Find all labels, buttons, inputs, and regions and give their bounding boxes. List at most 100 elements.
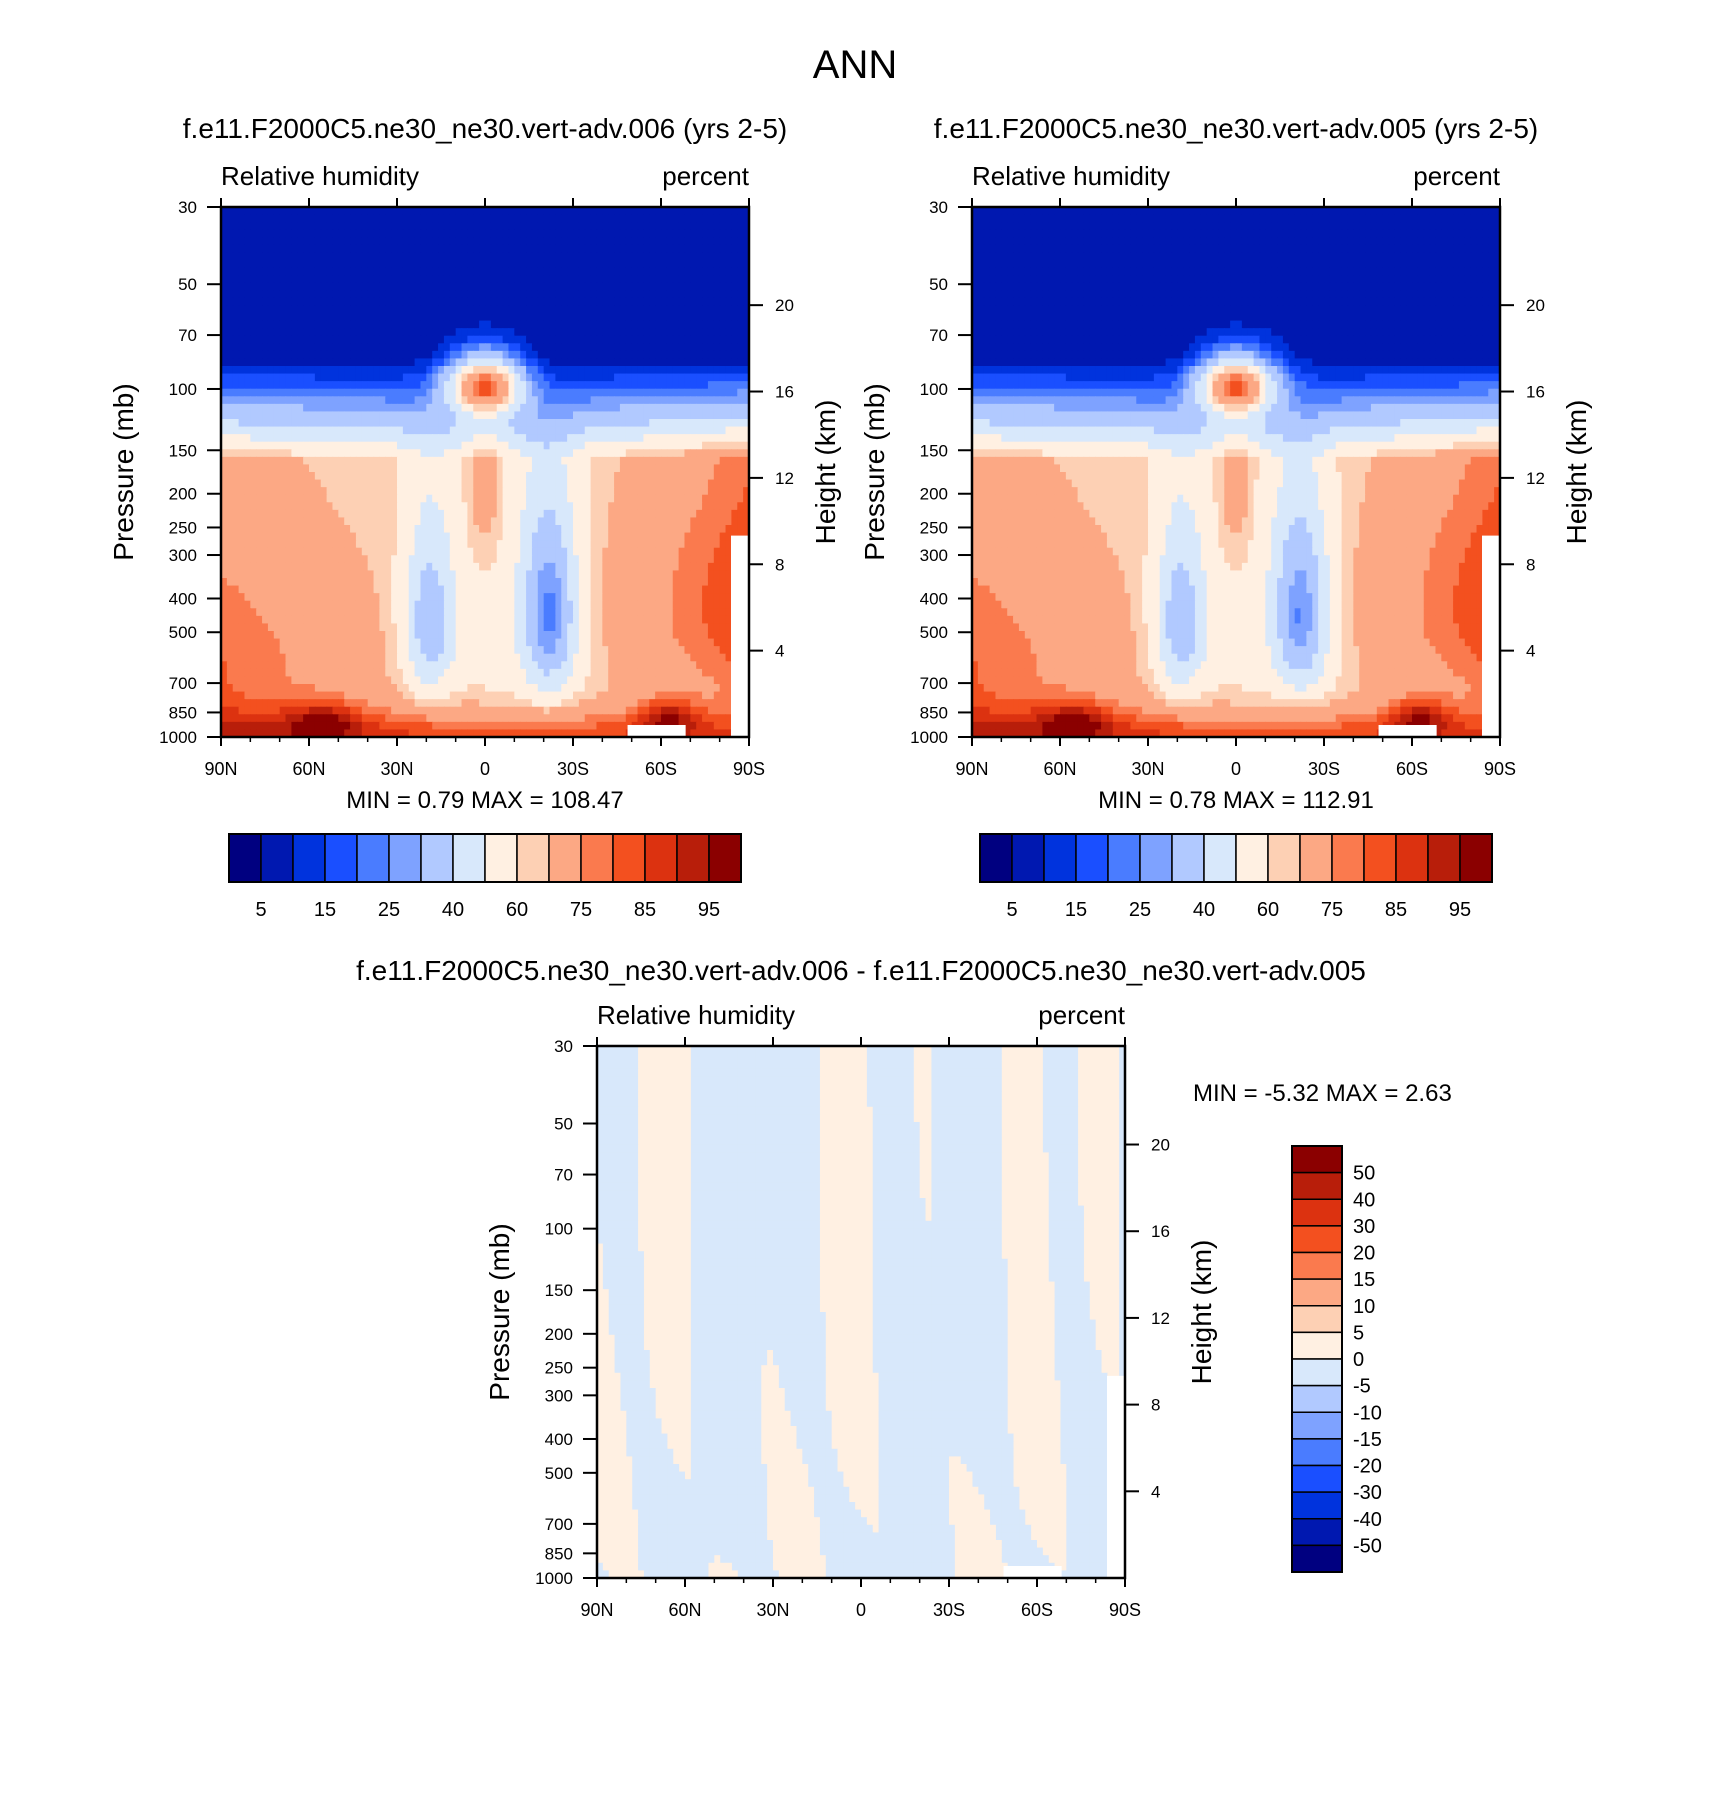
- field-cell: [520, 426, 527, 435]
- field-cell: [314, 320, 322, 329]
- field-cell: [379, 244, 386, 254]
- field-cell: [221, 260, 228, 269]
- field-cell: [267, 441, 275, 450]
- field-cell: [578, 608, 586, 617]
- field-cell: [696, 562, 703, 572]
- field-cell: [596, 305, 603, 314]
- field-cell: [725, 358, 732, 367]
- field-cell: [273, 305, 281, 314]
- field-cell: [614, 434, 621, 443]
- field-cell: [361, 411, 369, 420]
- field-cell: [256, 366, 263, 375]
- field-cell: [655, 555, 662, 564]
- field-cell: [455, 623, 463, 632]
- field-cell: [602, 532, 609, 541]
- field-cell: [379, 479, 386, 488]
- field-cell: [432, 229, 439, 238]
- field-cell: [531, 229, 539, 238]
- field-cell: [373, 328, 380, 337]
- field-cell: [344, 532, 351, 541]
- field-cell: [567, 222, 574, 231]
- field-cell: [661, 335, 668, 344]
- field-cell: [678, 320, 686, 329]
- field-cell: [226, 426, 234, 435]
- field-cell: [567, 373, 574, 382]
- field-cell: [596, 388, 603, 397]
- field-cell: [743, 290, 750, 299]
- field-cell: [449, 615, 457, 625]
- field-cell: [256, 396, 263, 405]
- field-cell: [443, 593, 451, 602]
- field-cell: [221, 305, 228, 314]
- field-cell: [467, 275, 474, 284]
- field-cell: [655, 229, 662, 238]
- field-cell: [649, 290, 656, 299]
- field-cell: [438, 313, 445, 322]
- field-cell: [614, 502, 621, 511]
- field-cell: [678, 305, 686, 314]
- field-cell: [402, 388, 410, 397]
- field-cell: [584, 366, 592, 375]
- field-cell: [408, 540, 416, 549]
- field-cell: [303, 464, 310, 473]
- field-cell: [355, 267, 363, 276]
- field-cell: [619, 388, 627, 397]
- field-cell: [655, 532, 662, 541]
- field-cell: [561, 290, 568, 299]
- field-cell: [684, 358, 691, 367]
- field-cell: [262, 282, 269, 291]
- field-cell: [361, 547, 369, 556]
- field-cell: [443, 464, 451, 473]
- field-cell: [596, 373, 603, 382]
- field-cell: [467, 343, 474, 352]
- field-cell: [743, 419, 750, 428]
- field-cell: [226, 540, 234, 549]
- field-cell: [402, 494, 410, 503]
- field-cell: [666, 403, 674, 413]
- field-cell: [508, 222, 515, 231]
- field-cell: [614, 600, 621, 609]
- field-cell: [555, 358, 562, 367]
- field-cell: [526, 222, 533, 231]
- field-cell: [332, 343, 339, 352]
- field-cell: [314, 623, 322, 632]
- field-cell: [455, 578, 463, 587]
- field-cell: [578, 547, 586, 556]
- field-cell: [221, 525, 228, 534]
- field-cell: [514, 540, 521, 549]
- field-cell: [408, 335, 416, 344]
- field-cell: [309, 320, 316, 329]
- field-cell: [420, 615, 427, 625]
- field-cell: [443, 509, 451, 519]
- field-cell: [590, 305, 598, 314]
- field-cell: [731, 517, 738, 526]
- field-cell: [520, 525, 527, 534]
- field-cell: [573, 570, 580, 579]
- field-cell: [432, 237, 439, 246]
- field-cell: [344, 540, 351, 549]
- field-cell: [690, 456, 697, 466]
- field-cell: [355, 562, 363, 572]
- field-cell: [285, 578, 292, 587]
- field-cell: [373, 494, 380, 503]
- field-cell: [408, 388, 416, 397]
- field-cell: [479, 456, 486, 466]
- field-cell: [596, 494, 603, 503]
- field-cell: [631, 260, 639, 269]
- field-cell: [408, 555, 416, 564]
- field-cell: [285, 464, 292, 473]
- field-cell: [479, 449, 486, 458]
- field-cell: [314, 578, 322, 587]
- field-cell: [297, 532, 304, 541]
- field-cell: [543, 555, 551, 564]
- field-cell: [232, 456, 240, 466]
- field-cell: [432, 396, 439, 405]
- field-cell: [485, 502, 492, 511]
- field-cell: [725, 487, 732, 496]
- field-cell: [578, 207, 586, 216]
- field-cell: [332, 487, 339, 496]
- field-cell: [561, 600, 568, 609]
- field-cell: [479, 532, 486, 541]
- field-cell: [461, 502, 468, 511]
- field-cell: [496, 562, 504, 572]
